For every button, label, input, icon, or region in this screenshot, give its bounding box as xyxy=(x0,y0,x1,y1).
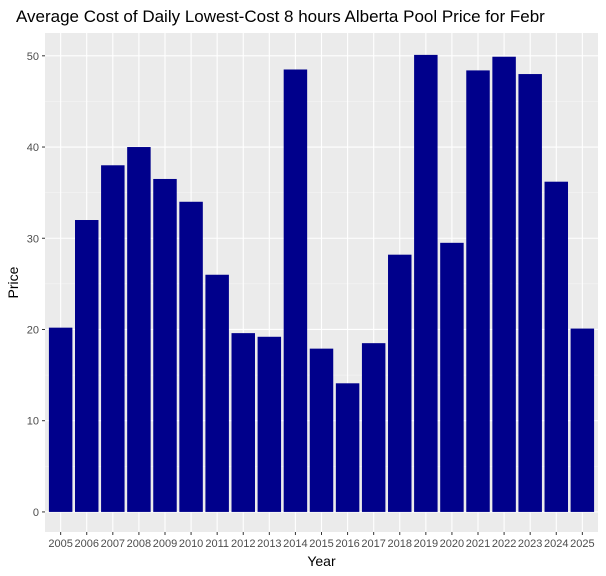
y-tick-label: 10 xyxy=(27,416,39,428)
bar-2021 xyxy=(466,70,490,512)
x-tick-label: 2021 xyxy=(466,538,490,550)
x-tick-label: 2006 xyxy=(74,538,98,550)
bar-2017 xyxy=(361,343,386,512)
bar-2014 xyxy=(283,69,308,512)
bar-2023 xyxy=(518,74,542,512)
y-tick-label: 50 xyxy=(27,51,39,63)
bar-2020 xyxy=(440,242,464,512)
x-tick-label: 2011 xyxy=(205,538,229,550)
x-tick-label: 2022 xyxy=(492,538,516,550)
x-tick-label: 2015 xyxy=(309,538,333,550)
x-tick-label: 2017 xyxy=(361,538,385,550)
bar-2007 xyxy=(101,165,125,512)
x-axis-title: Year xyxy=(307,553,336,569)
bar-2015 xyxy=(309,348,334,512)
x-tick-label: 2008 xyxy=(127,538,151,550)
bar-2012 xyxy=(231,333,255,512)
x-tick-label: 2023 xyxy=(518,538,542,550)
x-tick-label: 2016 xyxy=(335,538,359,550)
bar-2006 xyxy=(75,220,99,512)
bar-2011 xyxy=(205,274,229,512)
x-tick-label: 2010 xyxy=(179,538,203,550)
x-tick-label: 2005 xyxy=(48,538,72,550)
y-tick-label: 40 xyxy=(27,142,39,154)
x-tick-label: 2007 xyxy=(101,538,125,550)
bar-2009 xyxy=(153,178,177,512)
y-tick-label: 30 xyxy=(27,233,39,245)
x-tick-label: 2024 xyxy=(544,538,568,550)
bar-2005 xyxy=(48,327,73,512)
bars xyxy=(48,54,595,512)
bar-2008 xyxy=(127,147,151,512)
bar-2018 xyxy=(388,254,412,512)
bar-2016 xyxy=(335,383,360,512)
bar-2024 xyxy=(544,181,569,512)
x-axis: 2005 2006 2007 2008 2009 2010 2011 2012 2013 2014… xyxy=(48,532,595,550)
x-tick-label: 2020 xyxy=(440,538,464,550)
y-tick-label: 0 xyxy=(33,507,39,519)
x-tick-label: 2014 xyxy=(283,538,307,550)
y-tick-label: 20 xyxy=(27,324,39,336)
bar-2013 xyxy=(257,336,282,512)
y-axis-title: Price xyxy=(5,266,21,298)
bar-2025 xyxy=(570,328,595,512)
bar-2019 xyxy=(414,54,438,512)
y-axis: 0 10 20 30 40 50 xyxy=(27,51,45,519)
chart-title: Average Cost of Daily Lowest-Cost 8 hour… xyxy=(16,7,545,26)
x-tick-label: 2018 xyxy=(388,538,412,550)
x-tick-label: 2025 xyxy=(570,538,594,550)
bar-2022 xyxy=(492,56,516,512)
bar-2010 xyxy=(179,201,203,512)
x-tick-label: 2009 xyxy=(153,538,177,550)
x-tick-label: 2012 xyxy=(231,538,255,550)
x-tick-label: 2013 xyxy=(257,538,281,550)
x-tick-label: 2019 xyxy=(414,538,438,550)
